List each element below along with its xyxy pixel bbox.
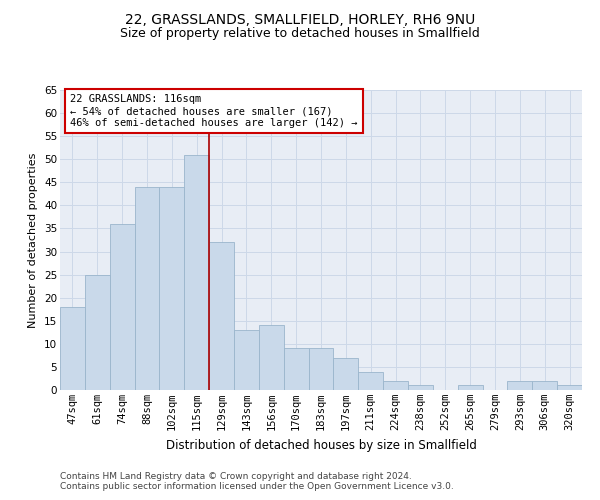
Bar [408,386,433,390]
X-axis label: Distribution of detached houses by size in Smallfield: Distribution of detached houses by size … [166,438,476,452]
Bar [383,381,408,390]
Bar [234,330,259,390]
Bar [334,358,358,390]
Bar [458,386,482,390]
Bar [308,348,334,390]
Bar [60,307,85,390]
Y-axis label: Number of detached properties: Number of detached properties [28,152,38,328]
Bar [134,187,160,390]
Text: 22, GRASSLANDS, SMALLFIELD, HORLEY, RH6 9NU: 22, GRASSLANDS, SMALLFIELD, HORLEY, RH6 … [125,12,475,26]
Text: 22 GRASSLANDS: 116sqm
← 54% of detached houses are smaller (167)
46% of semi-det: 22 GRASSLANDS: 116sqm ← 54% of detached … [70,94,358,128]
Bar [110,224,134,390]
Text: Size of property relative to detached houses in Smallfield: Size of property relative to detached ho… [120,28,480,40]
Bar [209,242,234,390]
Bar [160,187,184,390]
Bar [557,386,582,390]
Bar [532,381,557,390]
Bar [508,381,532,390]
Bar [358,372,383,390]
Bar [284,348,308,390]
Bar [184,154,209,390]
Text: Contains public sector information licensed under the Open Government Licence v3: Contains public sector information licen… [60,482,454,491]
Bar [85,274,110,390]
Text: Contains HM Land Registry data © Crown copyright and database right 2024.: Contains HM Land Registry data © Crown c… [60,472,412,481]
Bar [259,326,284,390]
